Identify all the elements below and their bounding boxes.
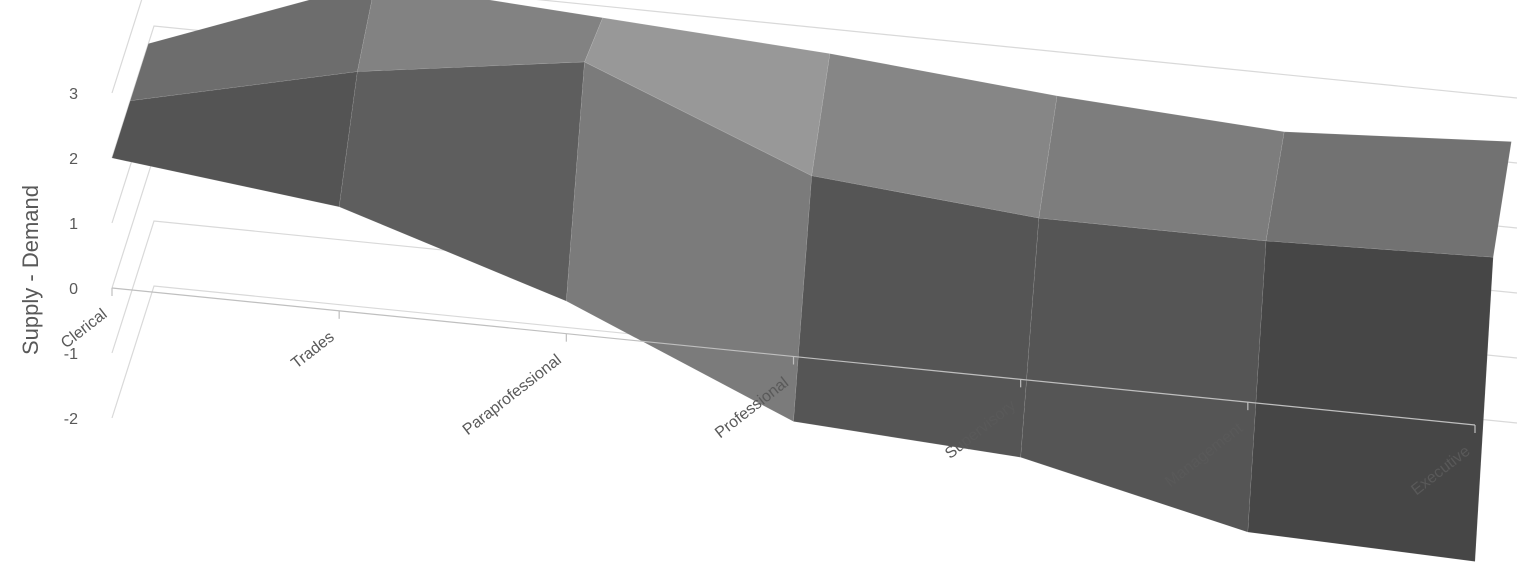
- y-tick-label: -1: [64, 346, 78, 363]
- y-tick-label: 3: [69, 86, 78, 103]
- front-axis: [111, 287, 1476, 433]
- y-tick-label: 1: [69, 216, 78, 233]
- surface-patch: [1247, 240, 1494, 562]
- surface: [111, 0, 1512, 562]
- x-tick-label: Clerical: [58, 306, 111, 352]
- surface-patch: [338, 61, 585, 302]
- y-gridline: [111, 0, 1518, 99]
- y-tick-label: 0: [69, 281, 78, 298]
- y-tick-label: 2: [69, 151, 78, 168]
- surface-patch: [1038, 95, 1285, 242]
- surface-patch: [1020, 217, 1267, 533]
- surface-patch: [356, 0, 604, 72]
- x-tick-label: Trades: [288, 329, 337, 373]
- x-tick-label: Paraprofessional: [460, 351, 565, 438]
- surface-patch: [1265, 131, 1512, 258]
- y-axis-title: Supply - Demand: [18, 185, 43, 355]
- y-tick-label: -2: [64, 411, 78, 428]
- surface-patch: [129, 0, 373, 102]
